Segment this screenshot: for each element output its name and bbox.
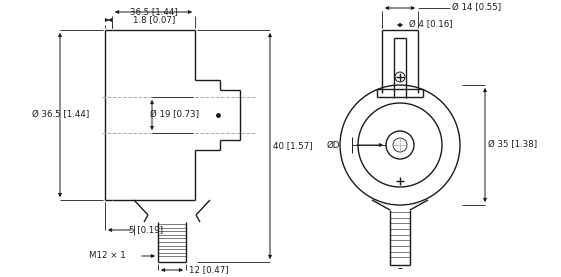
Text: Ø 4 [0.16]: Ø 4 [0.16]: [409, 20, 453, 29]
Text: 1.8 [0.07]: 1.8 [0.07]: [134, 16, 176, 24]
Text: Ø 14 [0.55]: Ø 14 [0.55]: [452, 4, 501, 12]
Text: 36.5 [1.44]: 36.5 [1.44]: [130, 7, 177, 17]
Text: 12 [0.47]: 12 [0.47]: [189, 265, 229, 275]
Text: 5 [0.19]: 5 [0.19]: [130, 225, 163, 235]
Text: Ø 19 [0.73]: Ø 19 [0.73]: [150, 111, 199, 119]
Text: Ø 36.5 [1.44]: Ø 36.5 [1.44]: [32, 111, 89, 119]
Text: M12 × 1: M12 × 1: [89, 252, 126, 260]
Text: ØD: ØD: [327, 140, 340, 150]
Text: 40 [1.57]: 40 [1.57]: [273, 142, 312, 150]
Text: Ø 35 [1.38]: Ø 35 [1.38]: [488, 140, 537, 150]
